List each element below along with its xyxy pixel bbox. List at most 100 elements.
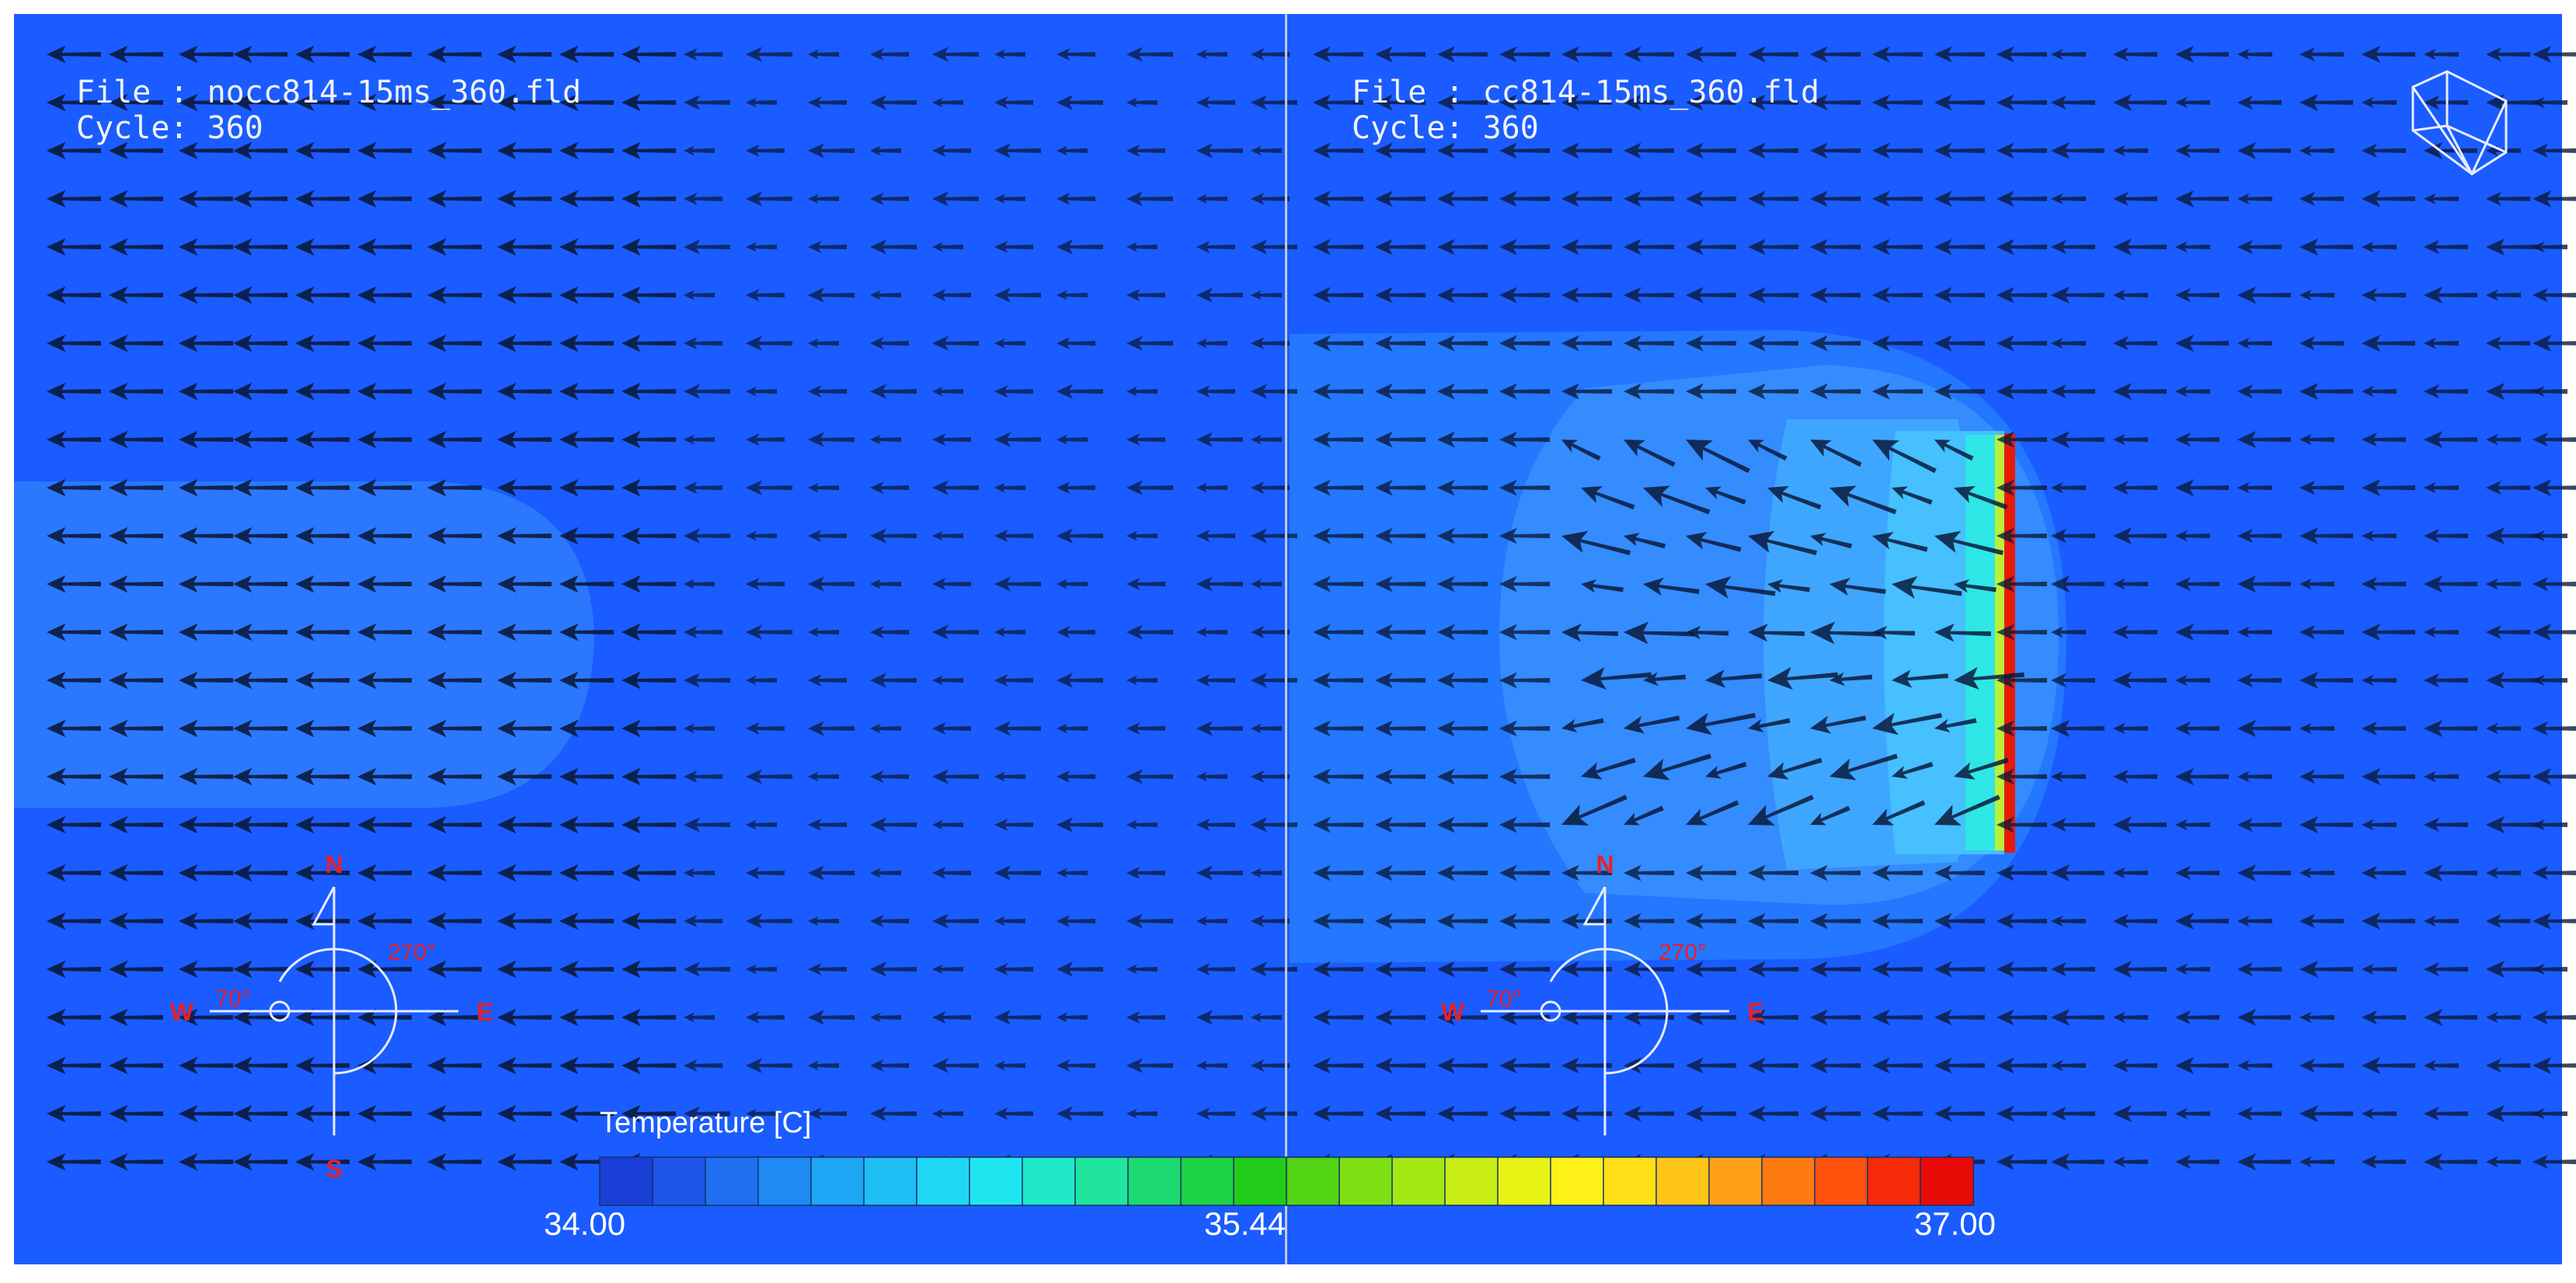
velocity-arrow: [1196, 1010, 1243, 1025]
velocity-arrow: [357, 1153, 412, 1171]
velocity-arrow: [497, 767, 552, 786]
velocity-arrow: [559, 430, 614, 449]
velocity-arrow: [808, 143, 855, 158]
velocity-arrow: [870, 868, 901, 878]
velocity-arrow: [1561, 46, 1612, 63]
velocity-arrow: [1686, 1057, 1736, 1074]
velocity-arrow: [2486, 815, 2539, 834]
velocity-arrow: [1126, 867, 1165, 879]
velocity-arrow: [1872, 1009, 1923, 1026]
velocity-arrow: [1810, 1009, 1861, 1026]
velocity-arrow: [1810, 46, 1861, 63]
velocity-arrow: [621, 93, 676, 112]
velocity-arrow: [2299, 578, 2334, 590]
velocity-arrow: [2362, 241, 2397, 253]
velocity-arrow: [1561, 190, 1612, 207]
left-velocity-arrows: [47, 45, 1297, 1171]
velocity-arrow: [1996, 961, 2047, 978]
velocity-arrow: [808, 1060, 839, 1071]
velocity-arrow: [109, 1056, 163, 1075]
velocity-arrow: [994, 241, 1033, 253]
velocity-arrow: [932, 624, 979, 640]
velocity-arrow: [2237, 286, 2291, 304]
legend-title: Temperature [C]: [600, 1107, 811, 1139]
velocity-arrow: [233, 575, 287, 593]
velocity-arrow: [2424, 482, 2459, 494]
velocity-arrow: [179, 912, 233, 930]
velocity-arrow: [1313, 864, 1363, 881]
velocity-arrow: [109, 1008, 163, 1027]
velocity-arrow: [233, 93, 287, 112]
velocity-arrow: [233, 382, 287, 401]
velocity-arrow: [2532, 143, 2576, 158]
velocity-arrow: [1996, 238, 2047, 256]
velocity-arrow: [2532, 334, 2576, 353]
velocity-arrow: [357, 286, 412, 304]
velocity-arrow: [295, 1153, 350, 1171]
velocity-arrow: [1872, 961, 1923, 978]
velocity-arrow: [1748, 794, 1814, 826]
velocity-arrow: [2175, 1010, 2219, 1025]
velocity-arrow: [2051, 1059, 2086, 1072]
velocity-arrow: [179, 623, 233, 642]
velocity-arrow: [357, 189, 412, 208]
velocity-arrow: [1313, 527, 1363, 544]
velocity-arrow: [1196, 721, 1243, 736]
velocity-arrow: [684, 770, 722, 783]
velocity-arrow: [621, 815, 676, 834]
velocity-arrow: [1686, 287, 1736, 304]
velocity-arrow: [684, 290, 715, 301]
velocity-arrow: [1996, 624, 2047, 641]
velocity-arrow: [233, 912, 287, 930]
velocity-arrow: [1499, 142, 1550, 159]
velocity-arrow: [357, 45, 412, 64]
velocity-arrow: [1057, 384, 1103, 399]
velocity-arrow: [2175, 334, 2229, 353]
velocity-arrow: [2237, 193, 2272, 205]
velocity-arrow: [295, 575, 350, 593]
velocity-arrow: [1934, 190, 1985, 207]
legend-color-cell: [1022, 1156, 1077, 1206]
velocity-arrow: [1624, 805, 1664, 826]
legend-color-cell: [1074, 1156, 1130, 1206]
velocity-arrow: [1313, 768, 1363, 785]
velocity-arrow: [559, 575, 614, 593]
velocity-arrow: [559, 334, 614, 353]
velocity-arrow: [870, 193, 909, 205]
velocity-arrow: [559, 478, 614, 497]
velocity-arrow: [1748, 718, 1791, 733]
velocity-arrow: [2486, 624, 2530, 640]
velocity-arrow: [497, 960, 552, 979]
velocity-arrow: [621, 575, 676, 593]
velocity-arrow: [2175, 674, 2210, 687]
velocity-arrow: [1437, 720, 1488, 737]
velocity-arrow: [1581, 485, 1635, 510]
velocity-arrow: [1251, 528, 1297, 544]
velocity-arrow: [1126, 1058, 1173, 1073]
velocity-arrow: [870, 1106, 917, 1121]
velocity-arrow: [684, 961, 730, 977]
velocity-arrow: [2175, 143, 2219, 158]
velocity-arrow: [1872, 440, 1937, 474]
velocity-arrow: [2424, 239, 2468, 255]
velocity-arrow: [109, 1104, 163, 1123]
velocity-arrow: [497, 1153, 552, 1171]
velocity-arrow: [1251, 626, 1290, 638]
velocity-arrow: [2175, 865, 2219, 881]
velocity-arrow: [1375, 624, 1426, 641]
velocity-arrow: [1126, 386, 1157, 397]
velocity-arrow: [295, 1008, 350, 1027]
velocity-arrow: [870, 48, 909, 61]
velocity-arrow: [2486, 1011, 2521, 1024]
velocity-arrow: [2051, 430, 2104, 449]
velocity-arrow: [1251, 723, 1282, 734]
velocity-arrow: [1313, 335, 1363, 352]
velocity-arrow: [295, 623, 350, 642]
velocity-arrow: [1996, 335, 2047, 352]
velocity-arrow: [233, 671, 287, 690]
velocity-arrow: [2175, 623, 2229, 642]
velocity-arrow: [1437, 46, 1488, 63]
velocity-arrow: [1748, 287, 1798, 304]
velocity-arrow: [1057, 579, 1088, 589]
velocity-arrow: [932, 386, 963, 397]
